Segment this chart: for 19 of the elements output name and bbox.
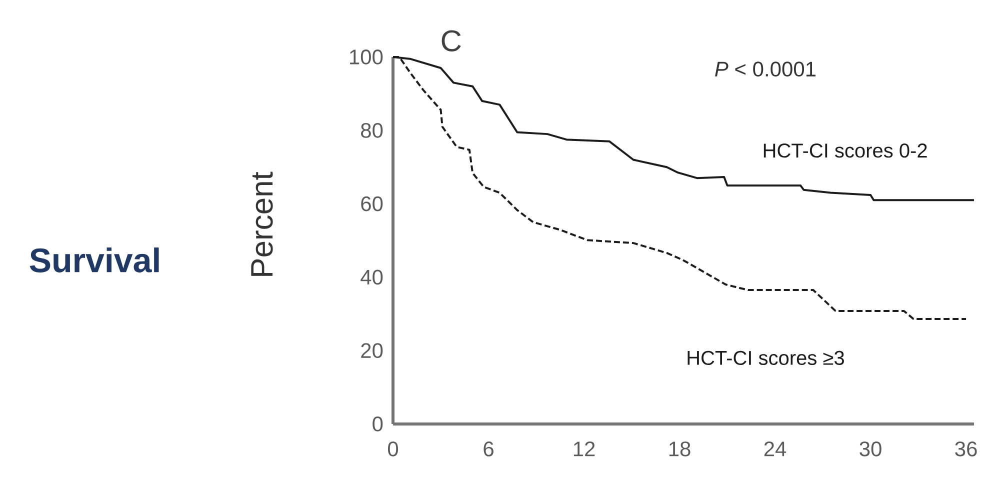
y-tick-label: 20 bbox=[361, 343, 383, 358]
y-tick-label: 60 bbox=[361, 196, 383, 212]
x-tick-label: 6 bbox=[484, 442, 494, 456]
text: Survival bbox=[30, 248, 159, 272]
y-axis-title: Percent bbox=[251, 172, 273, 276]
x-tick-label: 0 bbox=[388, 442, 398, 456]
annotation: P < 0.0001 bbox=[715, 62, 816, 77]
x-tick-label: 24 bbox=[764, 442, 786, 456]
x-tick-label: 36 bbox=[955, 442, 977, 456]
series-label: HCT-CI scores 0-2 bbox=[764, 144, 927, 158]
x-tick-label: 12 bbox=[574, 442, 595, 456]
chart-title: C bbox=[442, 30, 461, 52]
y-tick-label: 40 bbox=[360, 270, 383, 285]
x-tick-label: 30 bbox=[860, 442, 882, 456]
y-tick-label: 100 bbox=[350, 50, 383, 64]
y-tick-label: 0 bbox=[372, 416, 383, 432]
y-tick-label: 80 bbox=[361, 122, 383, 138]
x-tick-label: 18 bbox=[669, 442, 690, 456]
series-label: HCT-CI scores ≥3 bbox=[688, 350, 844, 365]
